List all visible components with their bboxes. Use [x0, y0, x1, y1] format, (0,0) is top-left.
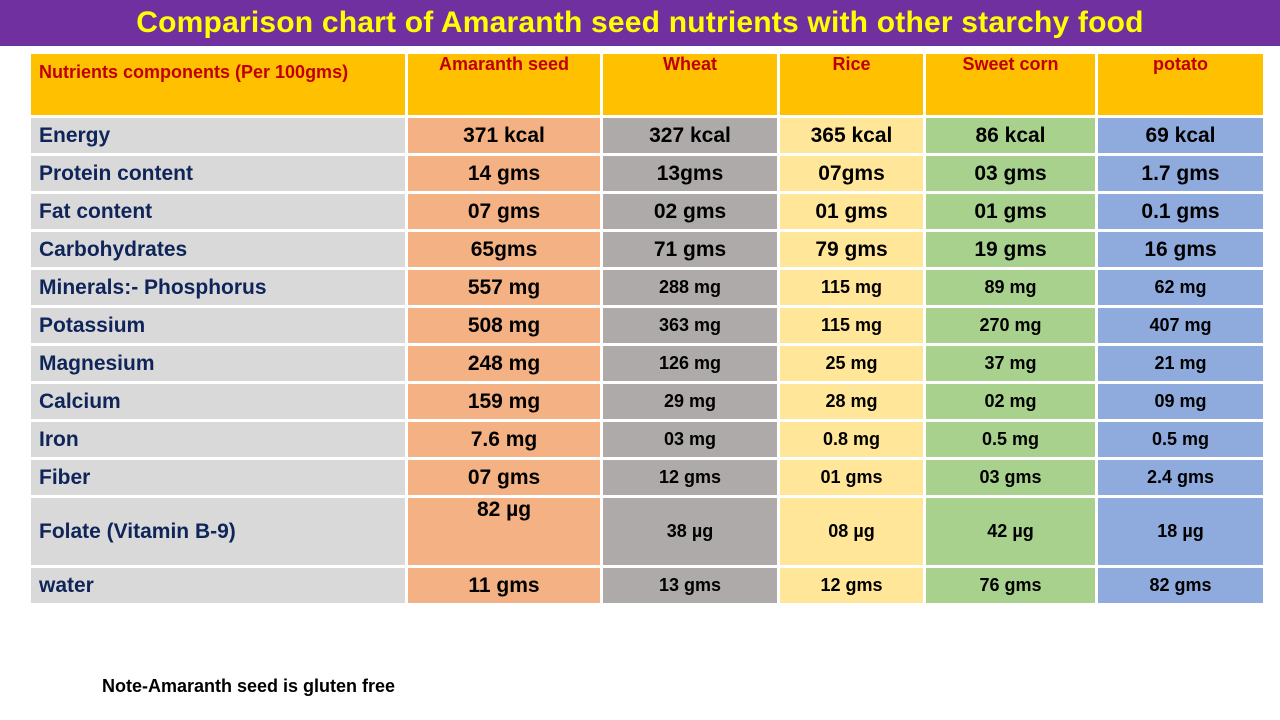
sweet-corn-cell: 76 gms: [923, 565, 1098, 606]
table-row: Potassium 508 mg 363 mg 115 mg 270 mg 40…: [28, 305, 1266, 346]
amaranth-cell: 07 gms: [405, 191, 603, 232]
potato-cell: 0.1 gms: [1095, 191, 1266, 232]
amaranth-cell: 371 kcal: [405, 115, 603, 156]
sweet-corn-cell: 01 gms: [923, 191, 1098, 232]
table-row: Fiber 07 gms 12 gms 01 gms 03 gms 2.4 gm…: [28, 457, 1266, 498]
potato-cell: 69 kcal: [1095, 115, 1266, 156]
rice-cell: 01 gms: [777, 457, 926, 498]
amaranth-cell: 07 gms: [405, 457, 603, 498]
rice-cell: 0.8 mg: [777, 419, 926, 460]
sweet-corn-cell: 42 µg: [923, 495, 1098, 568]
nutrient-table: Nutrients components (Per 100gms) Amaran…: [28, 51, 1266, 606]
wheat-cell: 126 mg: [600, 343, 780, 384]
header-sweet-corn: Sweet corn: [923, 51, 1098, 118]
potato-cell: 21 mg: [1095, 343, 1266, 384]
wheat-cell: 327 kcal: [600, 115, 780, 156]
potato-cell: 2.4 gms: [1095, 457, 1266, 498]
header-wheat: Wheat: [600, 51, 780, 118]
row-label: Folate (Vitamin B-9): [28, 495, 408, 568]
rice-cell: 12 gms: [777, 565, 926, 606]
potato-cell: 09 mg: [1095, 381, 1266, 422]
table-row: Fat content 07 gms 02 gms 01 gms 01 gms …: [28, 191, 1266, 232]
sweet-corn-cell: 02 mg: [923, 381, 1098, 422]
wheat-cell: 13 gms: [600, 565, 780, 606]
table-row: Magnesium 248 mg 126 mg 25 mg 37 mg 21 m…: [28, 343, 1266, 384]
wheat-cell: 71 gms: [600, 229, 780, 270]
header-row: Nutrients components (Per 100gms) Amaran…: [28, 51, 1266, 118]
potato-cell: 16 gms: [1095, 229, 1266, 270]
amaranth-cell: 14 gms: [405, 153, 603, 194]
page-title: Comparison chart of Amaranth seed nutrie…: [136, 6, 1144, 39]
sweet-corn-cell: 37 mg: [923, 343, 1098, 384]
wheat-cell: 363 mg: [600, 305, 780, 346]
wheat-cell: 12 gms: [600, 457, 780, 498]
amaranth-cell: 82 µg: [405, 495, 603, 568]
wheat-cell: 38 µg: [600, 495, 780, 568]
rice-cell: 01 gms: [777, 191, 926, 232]
table-row: Iron 7.6 mg 03 mg 0.8 mg 0.5 mg 0.5 mg: [28, 419, 1266, 460]
potato-cell: 1.7 gms: [1095, 153, 1266, 194]
header-amaranth-seed: Amaranth seed: [405, 51, 603, 118]
amaranth-cell: 11 gms: [405, 565, 603, 606]
amaranth-cell: 65gms: [405, 229, 603, 270]
table-row: Calcium 159 mg 29 mg 28 mg 02 mg 09 mg: [28, 381, 1266, 422]
potato-cell: 407 mg: [1095, 305, 1266, 346]
rice-cell: 08 µg: [777, 495, 926, 568]
rice-cell: 25 mg: [777, 343, 926, 384]
wheat-cell: 288 mg: [600, 267, 780, 308]
sweet-corn-cell: 19 gms: [923, 229, 1098, 270]
row-label: Magnesium: [28, 343, 408, 384]
rice-cell: 115 mg: [777, 305, 926, 346]
sweet-corn-cell: 0.5 mg: [923, 419, 1098, 460]
title-bar: Comparison chart of Amaranth seed nutrie…: [0, 0, 1280, 46]
row-label: Energy: [28, 115, 408, 156]
amaranth-cell: 248 mg: [405, 343, 603, 384]
rice-cell: 79 gms: [777, 229, 926, 270]
row-label: Fiber: [28, 457, 408, 498]
table-row: Protein content 14 gms 13gms 07gms 03 gm…: [28, 153, 1266, 194]
amaranth-cell: 557 mg: [405, 267, 603, 308]
table-row: Folate (Vitamin B-9) 82 µg 38 µg 08 µg 4…: [28, 495, 1266, 568]
amaranth-cell: 7.6 mg: [405, 419, 603, 460]
rice-cell: 07gms: [777, 153, 926, 194]
rice-cell: 365 kcal: [777, 115, 926, 156]
row-label: water: [28, 565, 408, 606]
sweet-corn-cell: 86 kcal: [923, 115, 1098, 156]
amaranth-cell: 159 mg: [405, 381, 603, 422]
table-row: Energy 371 kcal 327 kcal 365 kcal 86 kca…: [28, 115, 1266, 156]
rice-cell: 28 mg: [777, 381, 926, 422]
header-rice: Rice: [777, 51, 926, 118]
table-row: Carbohydrates 65gms 71 gms 79 gms 19 gms…: [28, 229, 1266, 270]
sweet-corn-cell: 89 mg: [923, 267, 1098, 308]
table-row: Minerals:- Phosphorus 557 mg 288 mg 115 …: [28, 267, 1266, 308]
row-label: Potassium: [28, 305, 408, 346]
row-label: Calcium: [28, 381, 408, 422]
wheat-cell: 02 gms: [600, 191, 780, 232]
row-label: Fat content: [28, 191, 408, 232]
gluten-free-note: Note-Amaranth seed is gluten free: [102, 676, 396, 696]
potato-cell: 82 gms: [1095, 565, 1266, 606]
potato-cell: 0.5 mg: [1095, 419, 1266, 460]
rice-cell: 115 mg: [777, 267, 926, 308]
sweet-corn-cell: 270 mg: [923, 305, 1098, 346]
wheat-cell: 29 mg: [600, 381, 780, 422]
header-nutrients: Nutrients components (Per 100gms): [28, 51, 408, 118]
row-label: Carbohydrates: [28, 229, 408, 270]
wheat-cell: 13gms: [600, 153, 780, 194]
sweet-corn-cell: 03 gms: [923, 457, 1098, 498]
sweet-corn-cell: 03 gms: [923, 153, 1098, 194]
row-label: Iron: [28, 419, 408, 460]
table-row: water 11 gms 13 gms 12 gms 76 gms 82 gms: [28, 565, 1266, 606]
row-label: Minerals:- Phosphorus: [28, 267, 408, 308]
potato-cell: 18 µg: [1095, 495, 1266, 568]
potato-cell: 62 mg: [1095, 267, 1266, 308]
row-label: Protein content: [28, 153, 408, 194]
amaranth-cell: 508 mg: [405, 305, 603, 346]
header-potato: potato: [1095, 51, 1266, 118]
wheat-cell: 03 mg: [600, 419, 780, 460]
